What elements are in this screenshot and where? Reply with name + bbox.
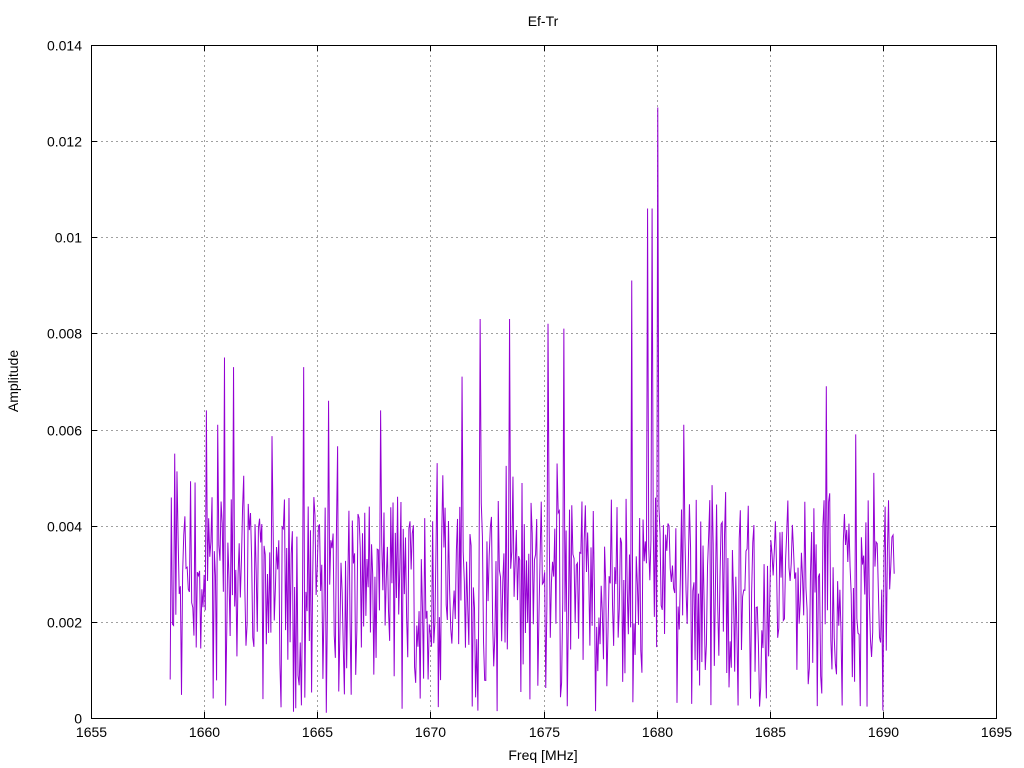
y-axis-label: Amplitude (5, 350, 21, 412)
y-tick-label: 0.014 (47, 38, 82, 54)
x-axis-label: Freq [MHz] (508, 747, 577, 763)
y-tick-label: 0 (74, 711, 82, 727)
chart-title: Ef-Tr (528, 13, 559, 29)
y-tick-label: 0.004 (47, 519, 82, 535)
x-tick-label: 1665 (302, 724, 333, 740)
x-tick-label: 1690 (868, 724, 899, 740)
x-tick-label: 1685 (755, 724, 786, 740)
y-tick-label: 0.006 (47, 423, 82, 439)
x-tick-label: 1660 (189, 724, 220, 740)
amplitude-series-line (169, 107, 895, 713)
y-tick-label: 0.002 (47, 615, 82, 631)
x-tick-label: 1680 (642, 724, 673, 740)
y-tick-label: 0.01 (55, 230, 82, 246)
series-layer (169, 107, 895, 713)
x-tick-label: 1670 (415, 724, 446, 740)
x-tick-label: 1655 (76, 724, 107, 740)
y-tick-label: 0.012 (47, 134, 82, 150)
tick-labels: 1655 1660 1665 1670 1675 1680 1685 1690 1695 0 0.0… (47, 38, 1012, 741)
y-tick-label: 0.008 (47, 326, 82, 342)
x-tick-label: 1695 (981, 724, 1012, 740)
axis-ticks (91, 45, 997, 719)
x-tick-label: 1675 (529, 724, 560, 740)
